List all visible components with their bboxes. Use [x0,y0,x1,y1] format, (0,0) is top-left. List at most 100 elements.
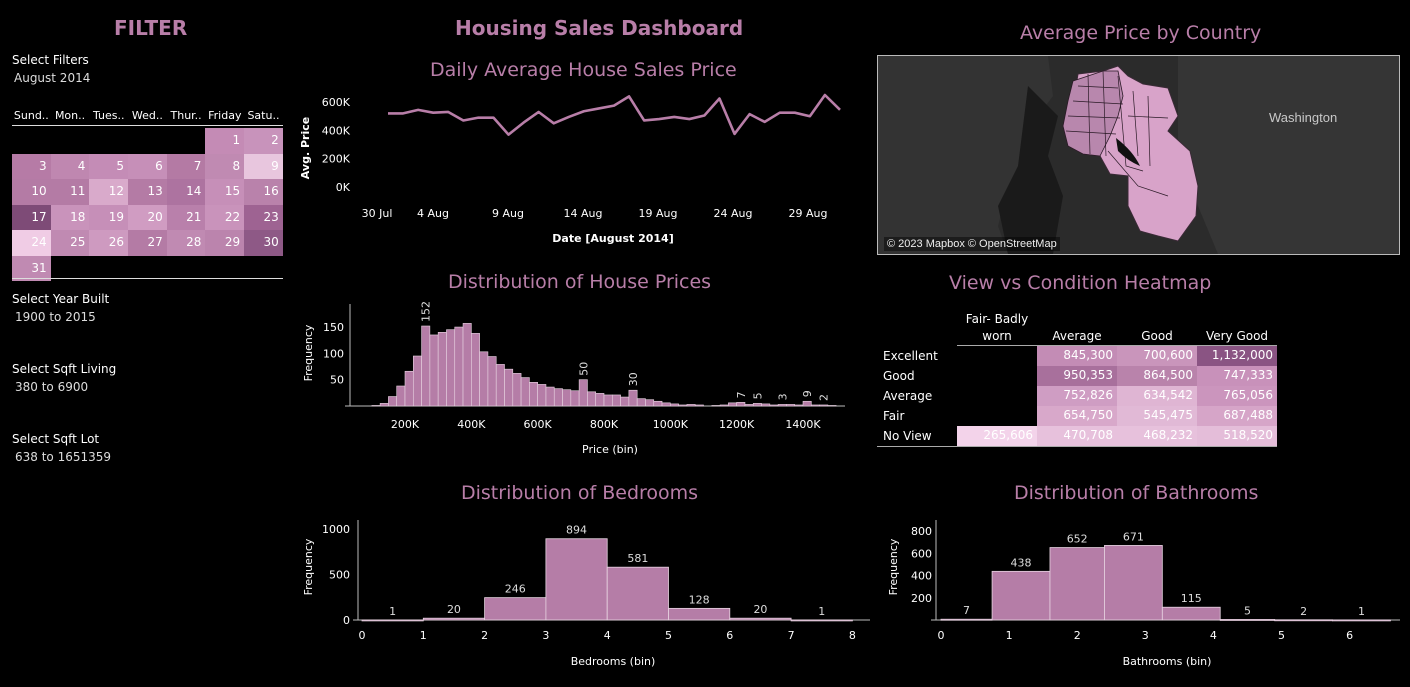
price-bar[interactable] [429,334,439,407]
price-bar[interactable] [620,396,630,407]
price-bar[interactable] [711,405,721,407]
bathroom-bar[interactable] [1049,547,1105,621]
daily-price-line-chart[interactable]: Avg. Price Date [August 2014] 0K 200K 400K… [295,90,855,250]
calendar-day-cell[interactable]: 26 [89,230,129,256]
price-bar[interactable] [678,404,688,407]
price-bar[interactable] [827,405,837,407]
calendar-day-cell[interactable]: 17 [12,204,51,230]
price-bar[interactable] [545,386,555,407]
price-bar[interactable] [810,404,820,407]
price-bar[interactable] [462,323,472,407]
price-bar[interactable] [794,404,804,407]
date-filter-value[interactable]: August 2014 [14,71,91,85]
price-bar[interactable] [388,396,398,407]
heatmap-cell[interactable]: 864,500 [1117,366,1197,386]
calendar-day-cell[interactable]: 12 [89,179,129,205]
price-bar[interactable] [421,325,431,407]
price-bar[interactable] [628,389,638,407]
calendar-day-cell[interactable]: 6 [128,153,167,179]
calendar-day-cell[interactable]: 25 [50,230,90,256]
sqft-lot-value[interactable]: 638 to 1651359 [15,450,112,464]
price-bar[interactable] [786,404,796,407]
price-bar[interactable] [645,399,655,407]
price-bar[interactable] [520,377,530,407]
calendar-day-cell[interactable]: 8 [205,153,245,179]
calendar-day-cell[interactable]: 31 [12,255,51,281]
price-distribution-histogram[interactable]: Frequency Price (bin) 50 100 150 200K 400K 60… [295,296,855,464]
price-bar[interactable] [371,405,381,407]
bedroom-bar[interactable] [606,566,669,621]
calendar-day-cell[interactable]: 22 [205,204,245,230]
calendar-day-cell[interactable]: 16 [244,179,283,205]
price-bar[interactable] [686,404,696,407]
price-bar[interactable] [412,355,422,407]
price-bar[interactable] [653,400,663,407]
heatmap-cell[interactable]: 687,488 [1197,406,1277,426]
calendar-day-cell[interactable]: 2 [244,128,283,154]
price-bar[interactable] [404,370,414,407]
price-bar[interactable] [595,393,605,407]
price-bar[interactable] [454,326,464,407]
heatmap-cell[interactable]: 765,056 [1197,386,1277,406]
price-bar[interactable] [736,402,746,407]
bedroom-bar[interactable] [668,607,731,621]
heatmap-cell[interactable]: 470,708 [1037,426,1117,446]
price-bar[interactable] [611,394,621,407]
bathroom-bar[interactable] [1161,606,1221,621]
heatmap-cell[interactable]: 752,826 [1037,386,1117,406]
heatmap-cell[interactable]: 1,132,000 [1197,346,1277,366]
heatmap-cell[interactable]: 950,353 [1037,366,1117,386]
price-bar[interactable] [636,398,646,407]
bedroom-bar[interactable] [361,619,424,622]
price-bar[interactable] [437,332,447,407]
bedroom-bar[interactable] [484,597,547,621]
bathroom-bar[interactable] [940,618,993,621]
price-bar[interactable] [802,400,812,407]
price-bar[interactable] [479,351,489,407]
price-bar[interactable] [504,368,514,407]
price-bar[interactable] [512,373,522,407]
price-bar[interactable] [694,404,704,407]
year-built-value[interactable]: 1900 to 2015 [15,310,96,324]
calendar-day-cell[interactable]: 9 [244,153,283,179]
bathroom-bar[interactable] [1274,619,1333,622]
calendar-day-cell[interactable]: 21 [166,204,206,230]
calendar-day-cell[interactable]: 19 [89,204,129,230]
heatmap-cell[interactable]: 634,542 [1117,386,1197,406]
heatmap-cell[interactable]: 265,606 [957,426,1037,446]
price-bar[interactable] [777,404,787,407]
price-bar[interactable] [396,385,406,407]
daily-price-line[interactable] [388,93,841,136]
price-bar[interactable] [537,384,547,407]
price-bar[interactable] [487,356,497,407]
bathrooms-histogram[interactable]: Frequency Bathrooms (bin) 200 400 600 800 7 4… [880,510,1405,675]
price-bar[interactable] [570,390,580,407]
calendar-day-cell[interactable]: 14 [166,179,206,205]
price-bar[interactable] [578,379,588,407]
heatmap-cell[interactable]: 545,475 [1117,406,1197,426]
calendar-day-cell[interactable]: 10 [12,179,51,205]
calendar-day-cell[interactable]: 11 [50,179,90,205]
calendar-day-cell[interactable]: 5 [89,153,129,179]
bedroom-bar[interactable] [790,619,853,622]
heatmap-cell[interactable]: 518,520 [1197,426,1277,446]
sqft-living-value[interactable]: 380 to 6900 [15,380,89,394]
price-bar[interactable] [562,389,572,407]
price-bar[interactable] [661,402,671,407]
price-bar[interactable] [744,404,754,407]
bedroom-bar[interactable] [422,617,486,621]
price-bar[interactable] [761,403,771,407]
bedroom-bar[interactable] [545,538,608,621]
bathroom-bar[interactable] [1104,545,1163,621]
calendar-day-cell[interactable]: 7 [166,153,206,179]
calendar-day-cell[interactable]: 3 [12,153,51,179]
price-bar[interactable] [446,329,456,407]
price-bar[interactable] [529,382,538,407]
calendar-day-cell[interactable]: 29 [205,230,245,256]
bathroom-bar[interactable] [1332,619,1391,622]
heatmap-cell[interactable]: 700,600 [1117,346,1197,366]
calendar-day-cell[interactable]: 20 [128,204,167,230]
heatmap-cell[interactable]: 845,300 [1037,346,1117,366]
price-bar[interactable] [495,364,505,407]
calendar-day-cell[interactable]: 28 [166,230,206,256]
